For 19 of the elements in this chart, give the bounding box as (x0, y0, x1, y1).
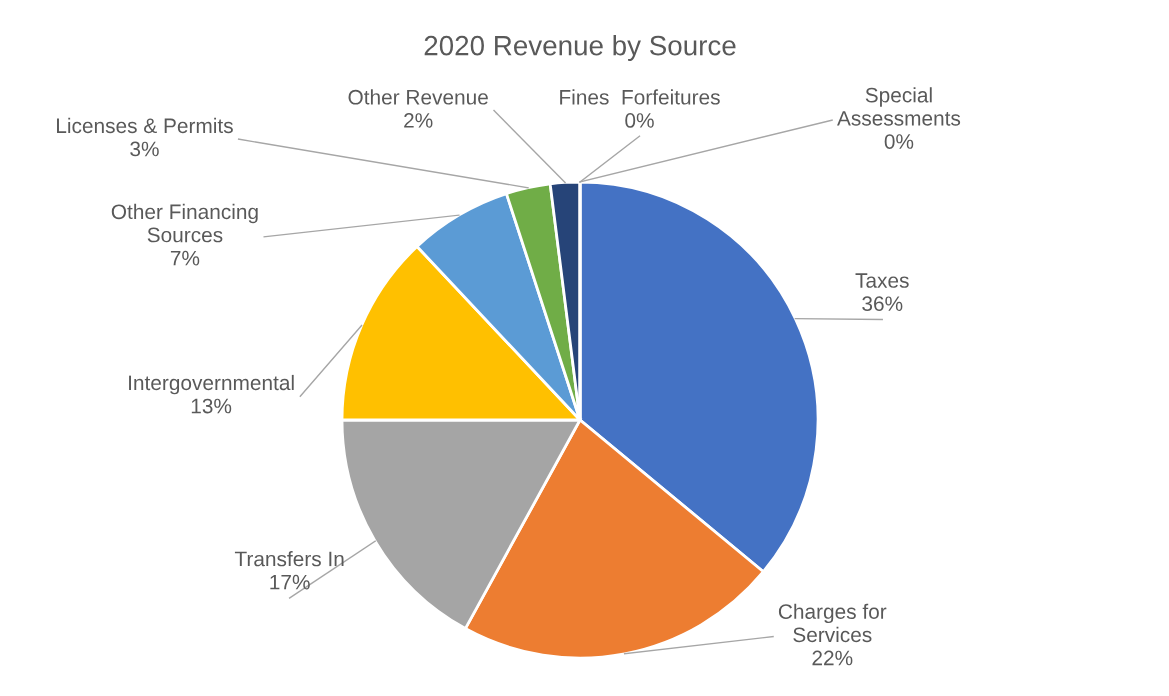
slice-label: Other Revenue (348, 89, 488, 105)
slice-label: Transfers In (234, 551, 344, 567)
slice-label: Taxes (855, 273, 909, 288)
data-label: 13% (191, 398, 232, 414)
slice-label: Licenses & Permits (57, 117, 233, 134)
data-label: 22% (812, 650, 853, 666)
data-label: 17% (270, 574, 310, 590)
category-label: Special Assessments (837, 87, 961, 126)
data-label: 3% (130, 141, 159, 157)
data-label: 7% (170, 250, 200, 266)
slice-label: Charges for Services (778, 603, 887, 643)
slice-label: Intergovernmental (129, 374, 294, 395)
category-label: Fines Forfeitures (560, 89, 720, 105)
data-label: 2% (404, 113, 433, 128)
text: 0% (884, 134, 914, 149)
slice-label: Other Financing Sources (111, 203, 258, 243)
data-label: 36% (862, 296, 903, 312)
text: 0% (625, 113, 654, 128)
chart-title: 2020 Revenue by Source (424, 35, 736, 61)
